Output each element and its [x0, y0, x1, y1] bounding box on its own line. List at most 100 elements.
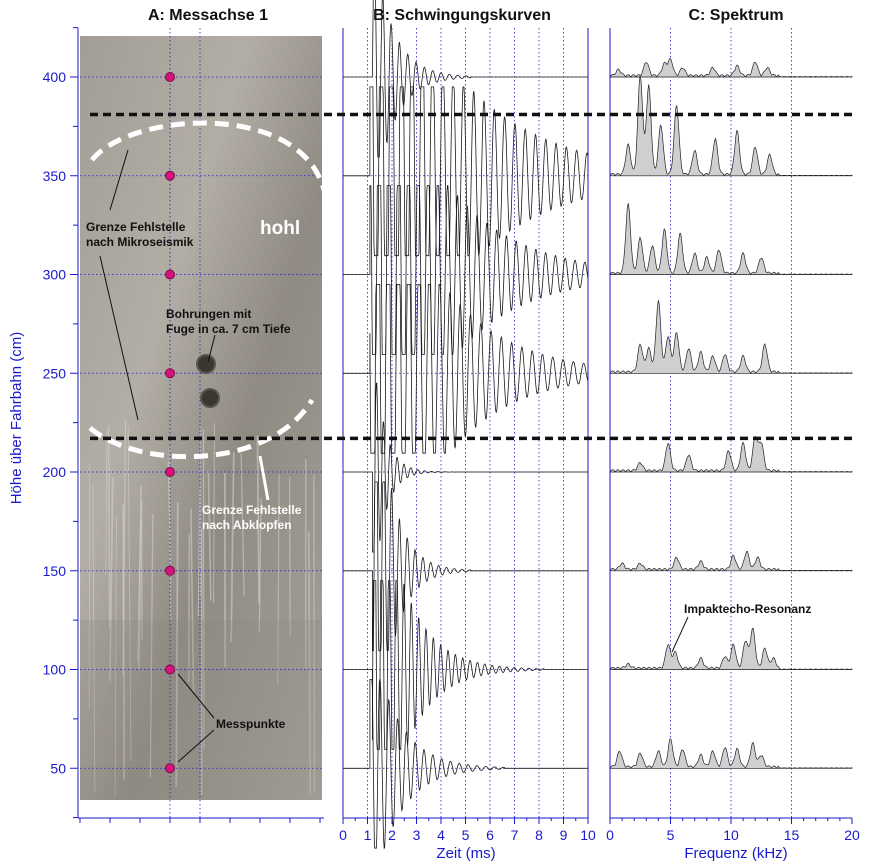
photo-streak — [213, 422, 215, 604]
oscillation-trace — [343, 382, 588, 553]
spectrum-area — [609, 203, 853, 275]
leader-messpunkte-2 — [177, 729, 215, 763]
photo-streak — [137, 519, 141, 662]
measure-point — [165, 664, 175, 675]
leader-bohrungen — [207, 334, 216, 363]
panel-c-x-label: Frequenz (kHz) — [684, 845, 787, 862]
panel-b-title: B: Schwingungskurven — [373, 7, 551, 24]
spectrum-area — [609, 300, 853, 374]
panel-b-x-axis: 0 1 2 3 4 5 6 7 8 9 10 — [339, 28, 596, 843]
spectrum-area — [609, 738, 853, 769]
label-grenze-mikro-2: nach Mikroseismik — [86, 235, 194, 249]
panel-c-spectra — [609, 57, 853, 769]
x-tick-label: 6 — [486, 827, 494, 843]
spectrum-area — [609, 627, 853, 671]
oscillation-trace — [343, 185, 589, 355]
photo-streak — [197, 487, 201, 617]
x-tick-label: 15 — [784, 827, 800, 843]
photo-streak — [256, 435, 260, 604]
x-tick-label: 3 — [413, 827, 421, 843]
panel-c-title: C: Spektrum — [688, 7, 783, 24]
x-tick-label: 10 — [723, 827, 739, 843]
oscillation-trace — [343, 679, 588, 850]
label-bohrungen-1: Bohrungen mit — [166, 307, 251, 321]
y-tick-label: 400 — [43, 69, 67, 85]
photo-streak — [230, 452, 235, 643]
spectrum-area — [609, 551, 853, 572]
measure-point — [165, 170, 175, 181]
label-messpunkte: Messpunkte — [216, 717, 286, 731]
x-tick-label: 4 — [437, 827, 445, 843]
panel-c-x-axis: 0 5 10 15 20 — [606, 28, 860, 843]
photo-texture — [80, 420, 322, 800]
spectrum-area — [609, 57, 853, 78]
panel-c: 0 5 10 15 20 Impaktecho-Resonanz — [606, 28, 860, 843]
measure-point — [165, 565, 175, 576]
label-grenze-abklopfen-1: Grenze Fehlstelle — [202, 503, 302, 517]
x-tick-label: 9 — [560, 827, 568, 843]
photo-streak — [109, 477, 114, 682]
photo-streak — [138, 485, 142, 669]
panel-a: 50 100 150 200 250 300 350 400 Grenze Fehlstell… — [43, 27, 327, 823]
x-tick-label: 7 — [511, 827, 519, 843]
spectrum-area — [609, 75, 853, 177]
leader-abklopfen — [258, 455, 270, 501]
label-bohrungen-2: Fuge in ca. 7 cm Tiefe — [166, 322, 291, 336]
x-tick-label: 0 — [606, 827, 614, 843]
oscillation-trace — [343, 284, 589, 454]
panel-b-traces — [343, 0, 589, 850]
y-tick-label: 50 — [50, 760, 66, 776]
leader-mikro-1 — [109, 149, 129, 211]
photo-streak — [122, 420, 127, 677]
measure-point — [165, 467, 175, 477]
panel-a-y-axis: 50 100 150 200 250 300 350 400 — [43, 27, 324, 823]
panel-b: 0 1 2 3 4 5 6 7 8 9 10 — [339, 0, 596, 850]
leader-messpunkte-1 — [177, 673, 215, 719]
photo-streak — [240, 453, 245, 597]
x-tick-label: 2 — [388, 827, 396, 843]
x-tick-label: 5 — [667, 827, 675, 843]
leader-impaktecho — [671, 616, 689, 653]
y-tick-label: 100 — [43, 662, 67, 678]
x-tick-label: 8 — [535, 827, 543, 843]
panel-a-y-label: Höhe über Fahrbahn (cm) — [8, 332, 25, 505]
label-impaktecho: Impaktecho-Resonanz — [684, 602, 811, 616]
panel-a-grid — [80, 28, 322, 818]
y-tick-label: 300 — [43, 267, 67, 283]
oscillation-trace — [343, 481, 588, 652]
photo-streak — [105, 428, 108, 575]
x-tick-label: 5 — [462, 827, 470, 843]
photo-streak — [175, 502, 179, 787]
leader-mikro-2 — [99, 255, 139, 421]
measure-points — [165, 72, 175, 774]
photo-streak — [107, 425, 111, 629]
y-tick-label: 350 — [43, 168, 67, 184]
measure-point — [165, 72, 175, 82]
photo-streak — [202, 429, 205, 750]
bohrung-2 — [200, 388, 220, 408]
y-tick-label: 200 — [43, 464, 67, 480]
x-tick-label: 0 — [339, 827, 347, 843]
measure-point — [165, 269, 175, 280]
spectrum-area — [609, 435, 853, 473]
x-tick-label: 1 — [364, 827, 372, 843]
photo-streak — [92, 484, 96, 793]
boundary-mikroseismik-lines — [90, 112, 852, 441]
photo-streak — [308, 531, 311, 796]
oscillation-trace — [343, 0, 588, 158]
boundary-abklopfen-bottom-arc — [88, 398, 315, 460]
x-tick-label: 20 — [844, 827, 860, 843]
photo-streak — [277, 474, 280, 684]
photo-streak — [313, 474, 316, 793]
y-tick-label: 150 — [43, 563, 67, 579]
label-hohl: hohl — [260, 218, 300, 239]
label-grenze-abklopfen-2: nach Abklopfen — [202, 518, 292, 532]
photo-streak — [114, 515, 117, 796]
oscillation-trace — [343, 580, 588, 750]
panel-a-title: A: Messachse 1 — [148, 7, 268, 24]
bohrung-1 — [196, 354, 216, 374]
panel-b-x-label: Zeit (ms) — [436, 845, 495, 862]
photo-streak — [127, 426, 132, 761]
photo-streak — [190, 508, 195, 694]
